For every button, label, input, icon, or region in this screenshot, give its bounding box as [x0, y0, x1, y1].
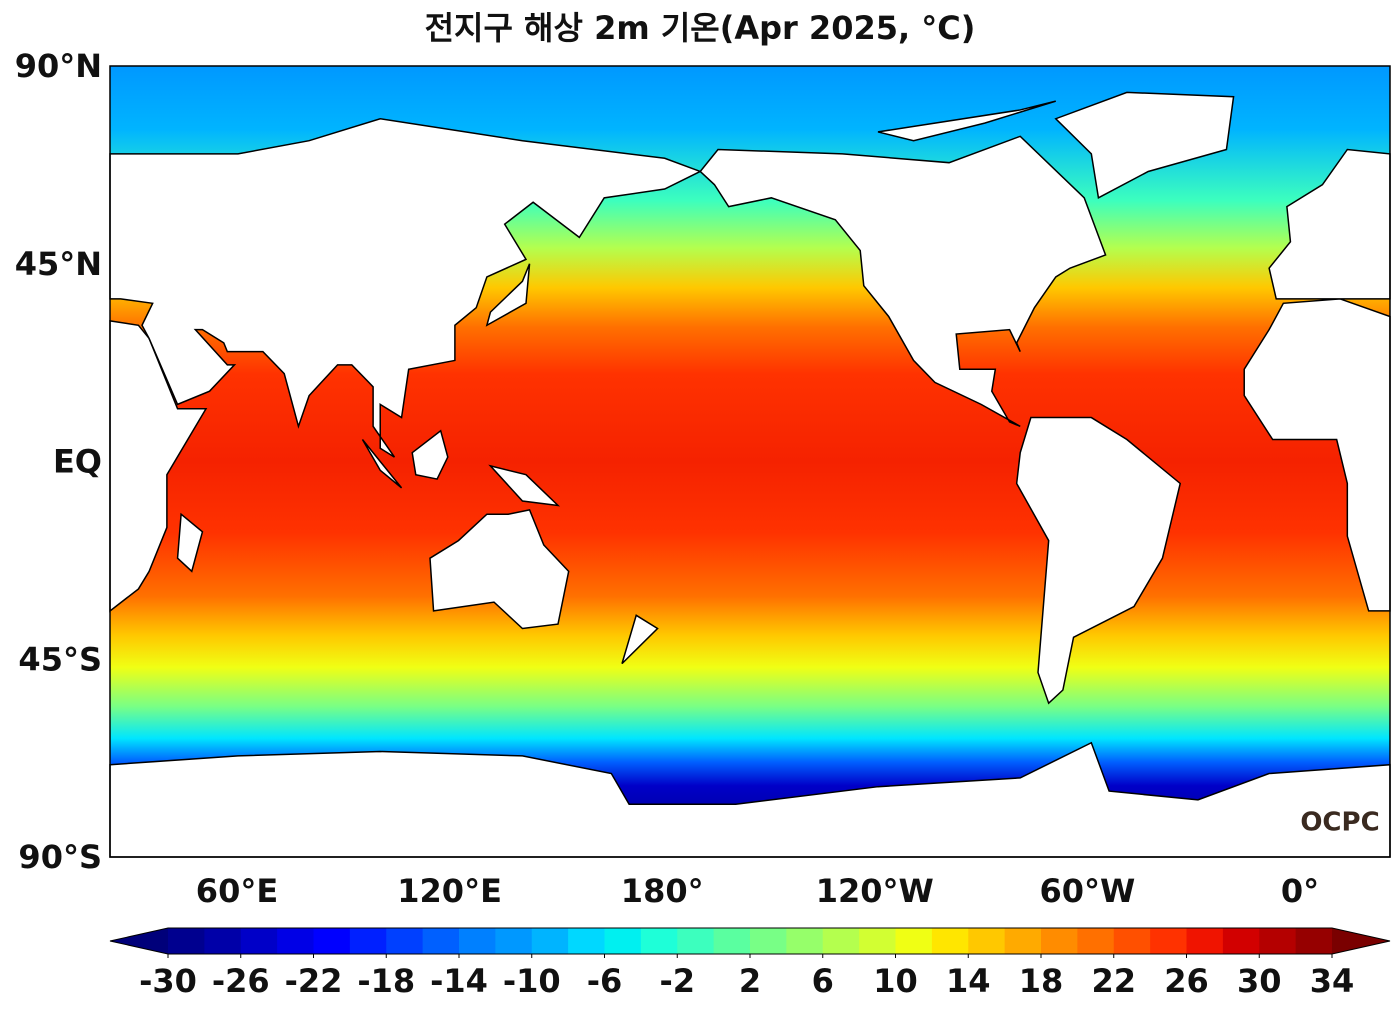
colorbar-tick-label: -14 — [430, 962, 488, 1000]
title: 전지구 해상 2m 기온(Apr 2025, °C) — [425, 9, 976, 47]
colorbar-bin — [531, 928, 569, 954]
lat-label: 90°S — [18, 838, 102, 876]
colorbar-bin — [859, 928, 896, 954]
colorbar-bin — [640, 928, 678, 954]
colorbar-tick-label: 22 — [1091, 962, 1136, 1000]
colorbar-tick-label: -26 — [212, 962, 270, 1000]
colorbar-tick-label: 18 — [1019, 962, 1064, 1000]
landmass — [699, 135, 1107, 428]
lon-label: 120°E — [397, 872, 502, 910]
colorbar-bin — [1004, 928, 1042, 954]
lat-labels: 90°N 45°N EQ 45°S 90°S — [15, 47, 102, 876]
colorbar-bin — [240, 928, 278, 954]
colorbar-bin — [1150, 928, 1187, 954]
colorbar-bin — [750, 928, 787, 954]
colorbar-bin — [422, 928, 460, 954]
colorbar-tick-label: -10 — [503, 962, 561, 1000]
colorbar-bin — [568, 928, 605, 954]
colorbar-bin — [168, 928, 205, 954]
colorbar-bin — [677, 928, 715, 954]
colorbar-bin — [1295, 928, 1333, 954]
lon-label: 60°W — [1039, 872, 1135, 910]
colorbar-over — [1332, 928, 1390, 954]
colorbar-bin — [713, 928, 751, 954]
lon-labels: 60°E 120°E 180° 120°W 60°W 0° — [196, 872, 1319, 910]
lon-label: 180° — [621, 872, 704, 910]
colorbar-tick-label: -22 — [285, 962, 343, 1000]
colorbar-bin — [931, 928, 969, 954]
colorbar-tick-label: -2 — [659, 962, 695, 1000]
lat-label: 45°N — [15, 245, 102, 283]
colorbar-tick-label: -18 — [357, 962, 415, 1000]
colorbar-bin — [968, 928, 1006, 954]
colorbar-bin — [1222, 928, 1260, 954]
lon-label: 60°E — [196, 872, 278, 910]
colorbar-bin — [204, 928, 242, 954]
landmass — [109, 320, 208, 613]
colorbar-bin — [313, 928, 351, 954]
colorbar-bin — [1077, 928, 1115, 954]
colorbar-bin — [786, 928, 824, 954]
colorbar-bin — [495, 928, 533, 954]
colorbar-tick-label: -30 — [139, 962, 197, 1000]
colorbar-tick-label: 30 — [1237, 962, 1282, 1000]
landmass — [488, 464, 561, 507]
colorbar-bin — [822, 928, 860, 954]
colorbar-tick-label: 34 — [1310, 962, 1355, 1000]
colorbar: -30 -26 -22 -18 -14 -10 -6 -2 2 6 10 14 18 22 26 30 34 — [109, 927, 1391, 1000]
colorbar-bin — [349, 928, 387, 954]
land — [109, 91, 1391, 858]
colorbar-bin — [1186, 928, 1224, 954]
colorbar-tick-label: 6 — [812, 962, 834, 1000]
colorbar-bin — [1113, 928, 1151, 954]
colorbar-bin — [895, 928, 933, 954]
colorbar-tick-label: 14 — [946, 962, 991, 1000]
colorbar-bin — [1259, 928, 1297, 954]
logo: OCPC — [1300, 808, 1379, 838]
colorbar-bin — [604, 928, 642, 954]
colorbar-bin — [277, 928, 314, 954]
landmass — [877, 100, 1056, 142]
colorbar-tick-label: 26 — [1164, 962, 1209, 1000]
landmass — [429, 508, 570, 630]
landmass — [411, 429, 449, 480]
landmass — [176, 512, 204, 573]
lat-label: 45°S — [18, 640, 102, 678]
map-frame — [109, 65, 1391, 858]
landmass — [109, 117, 703, 458]
colorbar-tick-label: 2 — [739, 962, 761, 1000]
colorbar-bin — [386, 928, 424, 954]
landmass — [361, 439, 403, 489]
landmass — [1268, 148, 1391, 300]
landmass — [621, 614, 659, 665]
colorbar-tick-label: 10 — [873, 962, 918, 1000]
lat-label: EQ — [53, 443, 102, 481]
colorbar-bin — [1041, 928, 1078, 954]
landmass — [1054, 91, 1235, 199]
colorbar-under — [110, 928, 168, 954]
colorbar-bin — [459, 928, 496, 954]
lon-label: 120°W — [816, 872, 934, 910]
lon-label: 0° — [1281, 872, 1319, 910]
landmass — [485, 263, 531, 327]
lat-label: 90°N — [15, 47, 102, 85]
landmass — [1015, 416, 1182, 705]
colorbar-tick-label: -6 — [587, 962, 623, 1000]
